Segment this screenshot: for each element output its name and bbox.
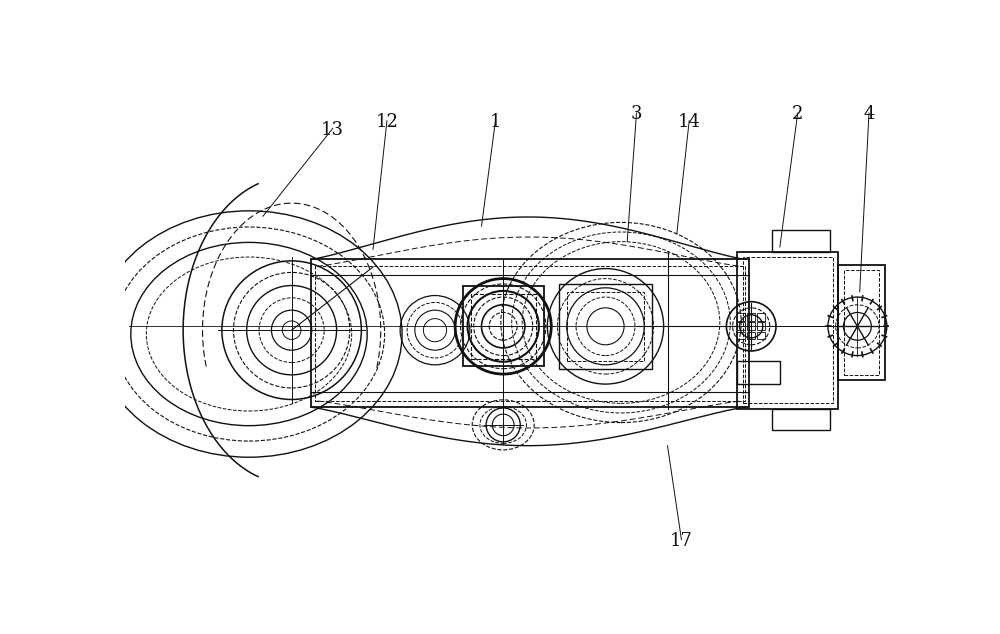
Text: 14: 14 (678, 113, 701, 131)
Bar (772, 230, 830, 252)
Bar (757, 323, 765, 330)
Bar (757, 332, 765, 339)
Bar (471, 294, 536, 359)
Bar (737, 323, 745, 330)
Bar (737, 313, 745, 321)
Bar (838, 265, 885, 380)
Bar (772, 409, 830, 430)
Bar (567, 292, 644, 361)
Bar (844, 270, 879, 375)
Text: 2: 2 (792, 105, 803, 124)
Text: 1: 1 (490, 113, 501, 131)
Bar (747, 313, 755, 321)
Bar (463, 287, 544, 366)
Text: 17: 17 (670, 532, 693, 550)
Bar (315, 266, 745, 401)
Bar (311, 259, 749, 407)
Text: 4: 4 (863, 105, 875, 124)
Text: 13: 13 (321, 120, 344, 139)
Bar (737, 361, 780, 384)
Bar (747, 323, 755, 330)
Bar (747, 332, 755, 339)
Bar (743, 257, 833, 403)
Bar (737, 252, 838, 409)
Bar (559, 284, 652, 369)
Bar (757, 313, 765, 321)
Bar (737, 332, 745, 339)
Text: 3: 3 (631, 105, 642, 124)
Text: 12: 12 (376, 113, 398, 131)
